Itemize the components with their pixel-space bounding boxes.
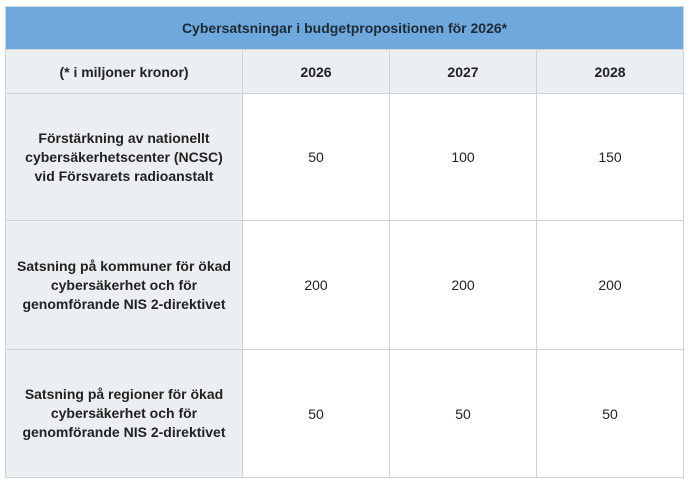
value-cell: 200	[242, 220, 390, 350]
budget-table: Cybersatsningar i budgetpropositionen fö…	[4, 6, 685, 478]
value-cell: 50	[242, 93, 390, 221]
table-header-row: (* i miljoner kronor) 2026 2027 2028	[5, 49, 685, 94]
year-header: 2028	[535, 49, 685, 94]
row-label: Satsning på kommuner för ökad cybersäker…	[5, 220, 243, 350]
unit-note: (* i miljoner kronor)	[5, 49, 243, 94]
value-cell: 50	[242, 349, 390, 478]
year-header: 2026	[242, 49, 390, 94]
value-cell: 150	[535, 93, 685, 221]
budget-table-container: Cybersatsningar i budgetpropositionen fö…	[4, 6, 685, 478]
table-row: Satsning på regioner för ökad cybersäker…	[5, 349, 685, 478]
row-label: Förstärkning av nationellt cybersäkerhet…	[5, 93, 243, 221]
table-row: Satsning på kommuner för ökad cybersäker…	[5, 220, 685, 350]
value-cell: 50	[535, 349, 685, 478]
value-cell: 200	[389, 220, 537, 350]
table-title: Cybersatsningar i budgetpropositionen fö…	[4, 6, 685, 50]
year-header: 2027	[389, 49, 537, 94]
value-cell: 100	[389, 93, 537, 221]
value-cell: 50	[389, 349, 537, 478]
value-cell: 200	[535, 220, 685, 350]
table-row: Förstärkning av nationellt cybersäkerhet…	[5, 93, 685, 221]
table-title-row: Cybersatsningar i budgetpropositionen fö…	[4, 6, 685, 50]
row-label: Satsning på regioner för ökad cybersäker…	[5, 349, 243, 478]
